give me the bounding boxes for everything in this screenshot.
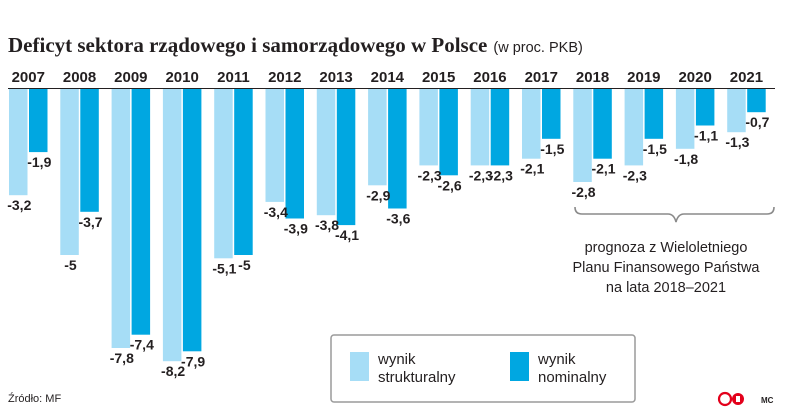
bar-structural-2021 bbox=[727, 89, 746, 133]
bar-structural-2018 bbox=[573, 89, 592, 182]
forecast-note-line3: na lata 2018–2021 bbox=[606, 280, 726, 296]
bar-nominal-2020 bbox=[695, 89, 715, 126]
value-label-nominal-2015: -2,6 bbox=[438, 177, 462, 193]
forecast-note-line2: Planu Finansowego Państwa bbox=[572, 260, 760, 276]
year-label-2014: 2014 bbox=[371, 69, 405, 86]
legend-label-nominal-2: nominalny bbox=[538, 369, 607, 386]
bar-structural-2020 bbox=[675, 89, 695, 149]
value-label-structural-2016: -2,3 bbox=[469, 167, 493, 183]
bar-structural-2015 bbox=[419, 89, 438, 166]
value-label-nominal-2014: -3,6 bbox=[386, 211, 410, 227]
bar-structural-2008 bbox=[60, 89, 79, 255]
year-label-2017: 2017 bbox=[525, 69, 558, 86]
year-label-2019: 2019 bbox=[627, 69, 660, 86]
year-label-2018: 2018 bbox=[576, 69, 609, 86]
year-label-2020: 2020 bbox=[678, 69, 711, 86]
value-label-nominal-2011: -5 bbox=[238, 257, 251, 273]
value-label-structural-2017: -2,1 bbox=[520, 161, 544, 177]
bars-group bbox=[9, 89, 766, 362]
value-label-nominal-2009: -7,4 bbox=[130, 337, 154, 353]
value-label-structural-2009: -7,8 bbox=[110, 350, 134, 366]
bar-nominal-2016 bbox=[490, 89, 510, 166]
year-label-2007: 2007 bbox=[12, 69, 45, 86]
bar-structural-2017 bbox=[522, 89, 541, 159]
year-label-2008: 2008 bbox=[63, 69, 96, 86]
value-label-structural-2019: -2,3 bbox=[623, 167, 647, 183]
author-initials: MC bbox=[761, 396, 774, 405]
bar-structural-2016 bbox=[470, 89, 490, 166]
bar-nominal-2008 bbox=[80, 89, 99, 212]
value-label-nominal-2019: -1,5 bbox=[643, 141, 667, 157]
value-label-nominal-2017: -1,5 bbox=[540, 141, 564, 157]
legend-label-structural-2: strukturalny bbox=[378, 369, 456, 386]
bar-structural-2009 bbox=[111, 89, 131, 348]
value-label-nominal-2016: -2,3 bbox=[489, 167, 513, 183]
year-label-2011: 2011 bbox=[217, 69, 250, 86]
legend-box bbox=[330, 334, 636, 403]
legend-label-nominal-1: wynik bbox=[537, 351, 576, 368]
value-label-structural-2008: -5 bbox=[64, 257, 77, 273]
bar-structural-2007 bbox=[9, 89, 28, 196]
value-label-structural-2010: -8,2 bbox=[161, 363, 185, 379]
legend-label-structural-1: wynik bbox=[377, 351, 416, 368]
legend-swatch-nominal bbox=[510, 352, 529, 381]
bar-nominal-2007 bbox=[29, 89, 48, 153]
year-label-2013: 2013 bbox=[319, 69, 352, 86]
value-label-structural-2021: -1,3 bbox=[725, 134, 749, 150]
value-label-nominal-2010: -7,9 bbox=[181, 353, 205, 369]
value-label-nominal-2021: -0,7 bbox=[745, 114, 769, 130]
value-label-structural-2020: -1,8 bbox=[674, 151, 698, 167]
source-note: Źródło: MF bbox=[8, 392, 61, 405]
bar-structural-2019 bbox=[624, 89, 644, 166]
forecast-note-line1: prognoza z Wieloletniego bbox=[585, 240, 748, 256]
value-label-nominal-2007: -1,9 bbox=[27, 154, 51, 170]
chart-title: Deficyt sektora rządowego i samorządoweg… bbox=[8, 33, 487, 57]
publisher-logo-icon bbox=[717, 391, 744, 407]
year-label-2021: 2021 bbox=[730, 69, 763, 86]
bar-nominal-2014 bbox=[388, 89, 407, 209]
value-label-structural-2014: -2,9 bbox=[366, 187, 390, 203]
bar-nominal-2009 bbox=[131, 89, 151, 335]
year-label-2012: 2012 bbox=[268, 69, 301, 86]
bar-nominal-2012 bbox=[285, 89, 304, 219]
bar-structural-2011 bbox=[214, 89, 233, 259]
legend-swatch-structural bbox=[350, 352, 369, 381]
forecast-brace bbox=[574, 206, 775, 223]
bar-nominal-2010 bbox=[182, 89, 202, 352]
value-label-nominal-2020: -1,1 bbox=[694, 128, 718, 144]
bar-structural-2012 bbox=[265, 89, 284, 202]
year-labels: 2007 2008 2009 2010 2011 2012 2013 2014 2015 2016… bbox=[12, 69, 764, 86]
bar-structural-2014 bbox=[368, 89, 387, 186]
value-label-nominal-2018: -2,1 bbox=[591, 161, 615, 177]
value-label-nominal-2012: -3,9 bbox=[284, 221, 308, 237]
year-label-2010: 2010 bbox=[165, 69, 198, 86]
bar-nominal-2019 bbox=[644, 89, 664, 139]
value-label-structural-2013: -3,8 bbox=[315, 217, 339, 233]
value-label-structural-2007: -3,2 bbox=[7, 197, 31, 213]
bar-structural-2013 bbox=[316, 89, 336, 216]
value-label-structural-2011: -5,1 bbox=[212, 260, 236, 276]
bar-nominal-2011 bbox=[234, 89, 253, 255]
value-label-structural-2012: -3,4 bbox=[264, 204, 288, 220]
value-labels: -3,2-1,9-5-3,7-7,8-7,4-8,2-7,9-5,1 -5-3,4… bbox=[7, 114, 769, 379]
year-label-2016: 2016 bbox=[473, 69, 506, 86]
year-label-2015: 2015 bbox=[422, 69, 455, 86]
bar-nominal-2017 bbox=[542, 89, 561, 139]
value-label-nominal-2013: -4,1 bbox=[335, 227, 359, 243]
bar-nominal-2018 bbox=[593, 89, 612, 159]
chart-subtitle: (w proc. PKB) bbox=[493, 40, 582, 56]
value-label-structural-2015: -2,3 bbox=[418, 167, 442, 183]
legend: wynik strukturalny wynik nominalny bbox=[330, 334, 636, 403]
bar-nominal-2013 bbox=[336, 89, 356, 226]
bar-nominal-2021 bbox=[747, 89, 766, 113]
bar-nominal-2015 bbox=[439, 89, 458, 176]
bar-structural-2010 bbox=[162, 89, 182, 362]
year-label-2009: 2009 bbox=[114, 69, 147, 86]
value-label-structural-2018: -2,8 bbox=[571, 184, 595, 200]
value-label-nominal-2008: -3,7 bbox=[78, 214, 102, 230]
